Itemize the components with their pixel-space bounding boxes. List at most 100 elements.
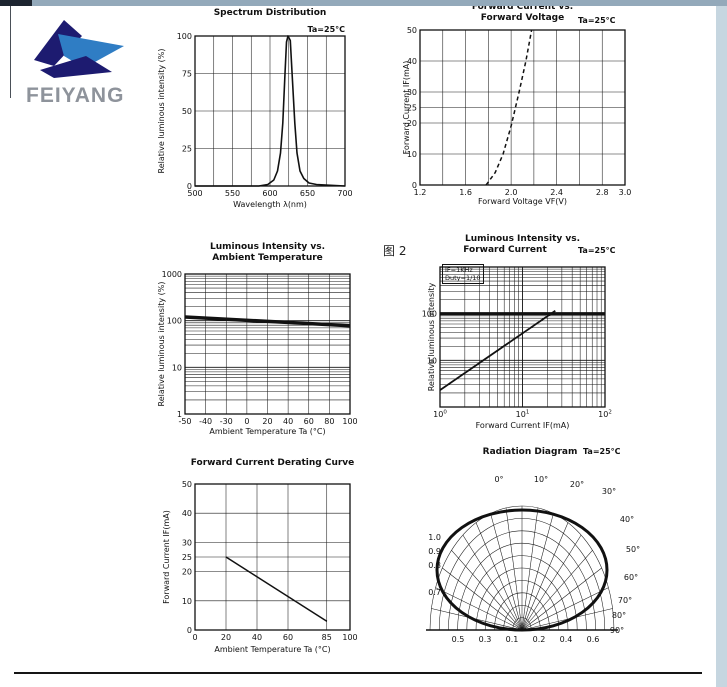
svg-text:40: 40 xyxy=(252,633,262,642)
svg-text:1000: 1000 xyxy=(162,270,182,279)
svg-text:550: 550 xyxy=(225,189,240,198)
svg-text:70°: 70° xyxy=(618,596,632,605)
svg-text:0.3: 0.3 xyxy=(479,635,492,644)
svg-text:100: 100 xyxy=(422,310,437,319)
svg-text:2.0: 2.0 xyxy=(505,188,518,197)
svg-text:0: 0 xyxy=(192,633,197,642)
svg-text:-50: -50 xyxy=(178,417,191,426)
svg-text:0.2: 0.2 xyxy=(533,635,546,644)
svg-text:0.7: 0.7 xyxy=(428,588,441,597)
svg-text:0: 0 xyxy=(412,181,417,190)
chart-title-line1: Luminous Intensity vs. xyxy=(464,234,581,244)
svg-text:101: 101 xyxy=(516,410,530,420)
svg-text:50: 50 xyxy=(182,480,192,489)
svg-text:102: 102 xyxy=(598,410,612,420)
intensity-current-plot: 100 101 102 100 10 xyxy=(422,266,612,420)
svg-text:20: 20 xyxy=(407,119,417,128)
svg-text:25: 25 xyxy=(182,553,192,562)
svg-text:50°: 50° xyxy=(626,545,640,554)
chart-radiation-diagram: Radiation Diagram Ta=25°C 0° 10° 20° 30° 40°… xyxy=(405,444,655,671)
svg-text:80: 80 xyxy=(324,417,334,426)
svg-text:100: 100 xyxy=(433,410,447,420)
note-line-1: IF=1KHz xyxy=(445,266,473,274)
chart-condition: Ta=25°C xyxy=(583,447,621,456)
x-axis-label: Forward Voltage VF(V) xyxy=(477,197,568,206)
feiyang-logo: FEIYANG xyxy=(24,8,149,114)
chart-luminous-intensity-vs-current: Luminous Intensity vs. Forward Current T… xyxy=(420,230,640,447)
svg-text:1.2: 1.2 xyxy=(414,188,427,197)
svg-text:100: 100 xyxy=(342,417,357,426)
svg-text:20: 20 xyxy=(221,633,231,642)
logo-shape-dark xyxy=(34,20,82,66)
svg-text:2.4: 2.4 xyxy=(550,188,563,197)
chart-title: Forward Current Derating Curve xyxy=(190,458,355,468)
svg-text:80°: 80° xyxy=(612,611,626,620)
svg-text:40: 40 xyxy=(283,417,293,426)
iv-curve-plot: 1.2 1.6 2.0 2.4 2.8 3.0 0 10 20 25 30 40 50 xyxy=(407,26,632,197)
logo-shape-dark-2 xyxy=(40,56,112,78)
footer-rule xyxy=(14,672,702,674)
chart-luminous-intensity-vs-temperature: Luminous Intensity vs. Ambient Temperatu… xyxy=(145,238,370,452)
svg-text:10: 10 xyxy=(172,363,182,372)
svg-text:50: 50 xyxy=(407,26,417,35)
svg-text:20: 20 xyxy=(262,417,272,426)
svg-text:1.0: 1.0 xyxy=(428,533,441,542)
note-line-2: Duty=1/10 xyxy=(445,274,481,282)
x-axis-label: Forward Current IF(mA) xyxy=(475,421,570,430)
chart-title-line2: Forward Current xyxy=(463,245,547,255)
scan-edge-right xyxy=(716,6,727,687)
svg-text:85: 85 xyxy=(322,633,332,642)
intensity-temperature-plot: -50 -40 -30 0 20 40 60 80 100 1000 100 10 1 xyxy=(162,270,358,426)
svg-text:40°: 40° xyxy=(620,515,634,524)
svg-text:-30: -30 xyxy=(220,417,233,426)
chart-title-line1: Forward Current vs. xyxy=(471,6,574,12)
svg-text:700: 700 xyxy=(337,189,352,198)
x-axis-label: Wavelength λ(nm) xyxy=(233,200,307,209)
spectrum-plot: 500 550 600 650 700 0 25 50 75 100 xyxy=(177,32,353,198)
svg-text:1.6: 1.6 xyxy=(459,188,472,197)
svg-text:100: 100 xyxy=(167,317,182,326)
svg-text:0.8: 0.8 xyxy=(428,561,441,570)
x-axis-label: Ambient Temperature Ta (°C) xyxy=(209,427,326,436)
svg-text:20°: 20° xyxy=(570,480,584,489)
svg-text:50: 50 xyxy=(182,107,192,116)
svg-text:0.4: 0.4 xyxy=(560,635,573,644)
svg-text:75: 75 xyxy=(182,70,192,79)
svg-text:0: 0 xyxy=(187,182,192,191)
chart-condition: Ta=25°C xyxy=(307,25,345,34)
svg-text:60°: 60° xyxy=(624,573,638,582)
scan-edge-top xyxy=(0,0,727,6)
svg-text:0: 0 xyxy=(244,417,249,426)
svg-text:60: 60 xyxy=(304,417,314,426)
svg-text:0°: 0° xyxy=(494,475,503,484)
svg-text:100: 100 xyxy=(342,633,357,642)
chart-title: Spectrum Distribution xyxy=(213,8,327,18)
svg-text:3.0: 3.0 xyxy=(619,188,632,197)
svg-text:10: 10 xyxy=(407,150,417,159)
svg-text:10: 10 xyxy=(427,356,437,365)
svg-text:0.9: 0.9 xyxy=(428,547,441,556)
chart-title-line2: Forward Voltage xyxy=(480,13,565,23)
svg-text:30°: 30° xyxy=(602,487,616,496)
chart-condition: Ta=25°C xyxy=(578,16,616,25)
svg-text:1: 1 xyxy=(177,410,182,419)
svg-text:20: 20 xyxy=(182,568,192,577)
feiyang-logo-mark xyxy=(34,20,124,78)
chart-spectrum-distribution: Spectrum Distribution Ta=25°C Relative l… xyxy=(145,6,370,228)
chart-title: Radiation Diagram xyxy=(482,447,578,457)
chart-forward-current-vs-voltage: Forward Current vs. Forward Voltage Ta=2… xyxy=(395,6,640,221)
svg-text:10°: 10° xyxy=(534,475,548,484)
svg-text:-40: -40 xyxy=(199,417,212,426)
chart-title-line1: Luminous Intensity vs. xyxy=(209,242,326,252)
figure-label: 图 2 xyxy=(383,244,407,258)
svg-text:0.1: 0.1 xyxy=(506,635,519,644)
feiyang-logo-text: FEIYANG xyxy=(26,84,125,107)
svg-text:500: 500 xyxy=(187,189,202,198)
svg-text:10: 10 xyxy=(182,597,192,606)
svg-text:30: 30 xyxy=(407,88,417,97)
svg-text:60: 60 xyxy=(283,633,293,642)
svg-text:600: 600 xyxy=(262,189,277,198)
svg-text:30: 30 xyxy=(182,538,192,547)
svg-text:90°: 90° xyxy=(610,626,624,635)
svg-text:40: 40 xyxy=(182,509,192,518)
